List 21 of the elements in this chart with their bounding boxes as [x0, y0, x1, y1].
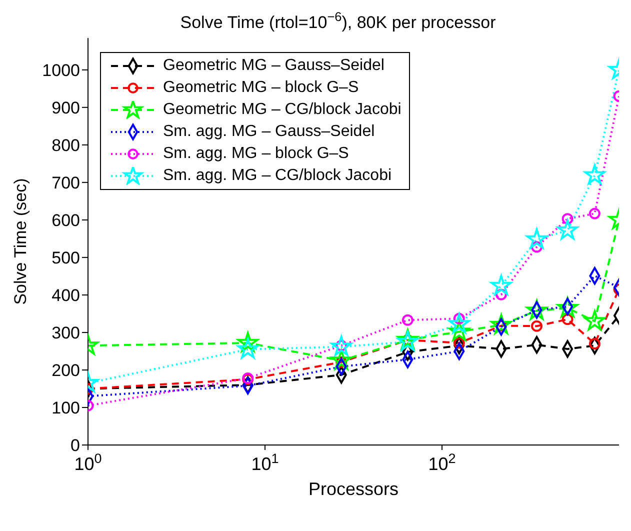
y-tick-label: 100 [52, 398, 80, 418]
legend-label: Geometric MG – CG/block Jacobi [163, 101, 402, 119]
y-tick-label: 300 [52, 324, 80, 342]
x-axis-title: Processors [308, 479, 399, 499]
legend-label: Geometric MG – Gauss–Seidel [163, 57, 384, 75]
y-tick-label: 600 [52, 210, 80, 230]
y-tick-label: 900 [52, 98, 80, 118]
y-tick-label: 1000 [42, 60, 80, 80]
x-tick-label: 10$^{2}$ [428, 450, 456, 474]
legend-label: Sm. agg. MG – Gauss–Seidel [163, 123, 375, 141]
x-tick-label: 10$^{1}$ [251, 450, 279, 474]
y-tick-label: 500 [52, 248, 80, 268]
y-tick-label: 800 [52, 136, 80, 155]
y-tick-label: 700 [52, 173, 80, 192]
legend-label: Sm. agg. MG – block G–S [163, 145, 349, 163]
y-axis-title: Solve Time (sec) [11, 178, 30, 305]
y-tick-label: 200 [52, 361, 80, 380]
y-tick-label: 400 [52, 286, 80, 305]
chart-title: Solve Time (rtol=10$^{−6}$), 80K per processor [180, 8, 496, 32]
legend-label: Sm. agg. MG – CG/block Jacobi [163, 167, 392, 185]
legend-label: Geometric MG – block G–S [163, 79, 359, 97]
